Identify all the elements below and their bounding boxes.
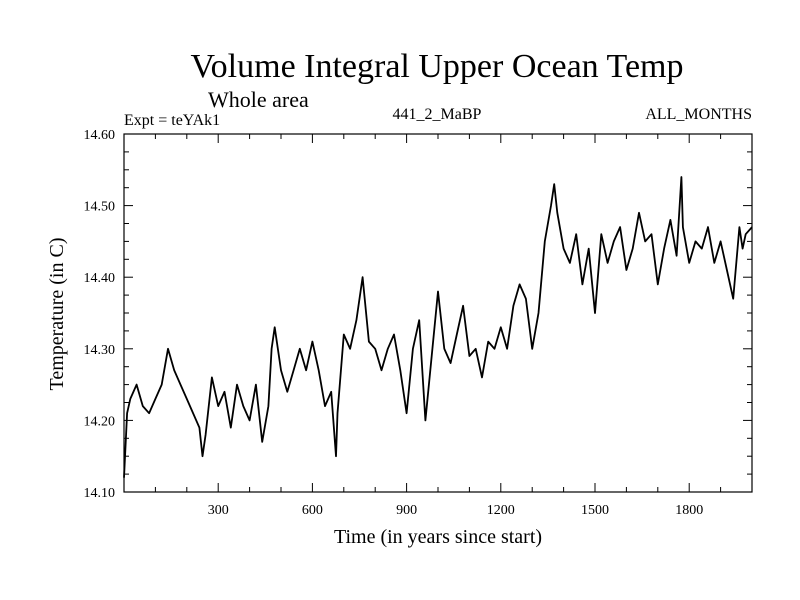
x-tick-label: 300 [208,503,229,518]
y-tick-label: 14.10 [84,486,116,501]
months-label: ALL_MONTHS [645,106,752,123]
chart-title: Volume Integral Upper Ocean Temp [191,48,684,85]
x-tick-label: 1200 [487,503,515,518]
plot-frame [123,133,753,493]
y-tick-label: 14.30 [84,343,116,358]
axis-ticks [124,134,752,492]
run-label: 441_2_MaBP [393,106,482,123]
y-tick-labels: 14.10 14.20 14.30 14.40 14.50 14.60 [84,128,116,501]
x-tick-label: 1800 [675,503,703,518]
temperature-series-line [123,176,753,478]
experiment-label: Expt = teYAk1 [124,112,220,129]
x-tick-label: 600 [302,503,323,518]
chart-subtitle: Whole area [208,87,309,112]
y-tick-label: 14.50 [84,200,116,215]
x-axis-label: Time (in years since start) [334,526,542,548]
y-tick-label: 14.60 [84,128,116,143]
y-axis-label: Temperature (in C) [46,238,68,391]
x-tick-label: 900 [396,503,417,518]
x-tick-label: 1500 [581,503,609,518]
y-tick-label: 14.40 [84,271,116,286]
y-tick-label: 14.20 [84,414,116,429]
x-tick-labels: 300 600 900 1200 1500 1800 [208,503,704,518]
